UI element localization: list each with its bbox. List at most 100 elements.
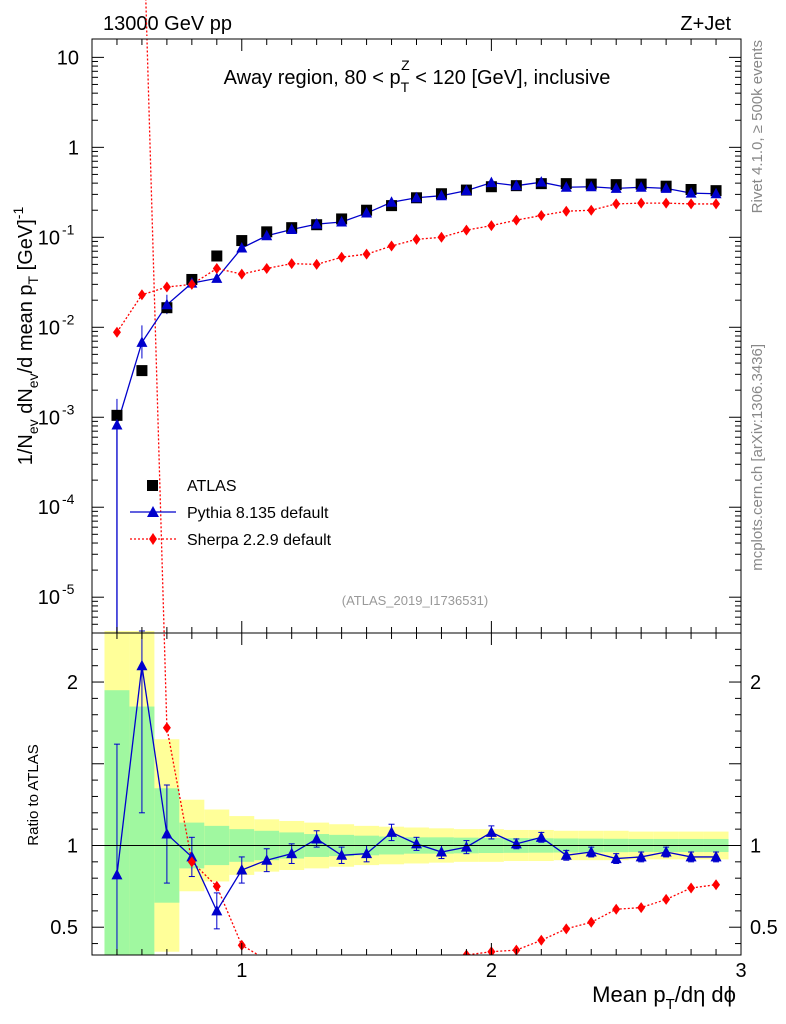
pythia-ratio-point	[111, 868, 123, 880]
y-tick-label: 10	[38, 317, 60, 339]
sherpa-point	[462, 224, 471, 236]
legend: ATLAS Pythia 8.135 default Sherpa 2.2.9 …	[130, 478, 332, 549]
sherpa-ratio-point	[687, 882, 696, 894]
pythia-point	[560, 181, 572, 192]
pythia-point	[535, 176, 547, 187]
pythia-point	[161, 298, 173, 310]
sherpa-point	[712, 198, 721, 210]
atlas-point	[136, 365, 148, 377]
atlas-point	[236, 235, 248, 247]
sherpa-ratio-point	[212, 880, 221, 892]
sherpa-point	[662, 197, 671, 209]
pythia-point	[286, 223, 298, 235]
sherpa-point	[312, 258, 321, 270]
sherpa-point	[112, 326, 121, 338]
ratio-tick-label-right: 0.5	[750, 917, 778, 939]
pythia-point	[460, 184, 472, 196]
sherpa-point	[487, 220, 496, 232]
ratio-tick-label-left: 0.5	[50, 917, 78, 939]
pythia-ratio-point	[286, 847, 298, 859]
sherpa-point	[287, 258, 296, 270]
x-tick-label: 3	[735, 960, 746, 982]
sherpa-point	[537, 209, 546, 221]
analysis-id: (ATLAS_2019_I1736531)	[342, 593, 488, 608]
y-tick-label: 10	[38, 407, 60, 429]
pythia-ratio-point	[386, 826, 398, 837]
x-axis-label: Mean pT/dη dϕ	[592, 982, 736, 1013]
sherpa-point	[262, 263, 271, 275]
pythia-line	[116, 181, 717, 633]
pythia-point	[635, 181, 647, 192]
ratio-tick-label-right: 2	[750, 672, 761, 694]
pythia-point	[261, 229, 273, 241]
ratio-bands	[104, 631, 729, 957]
y-tick-label-exp: -5	[62, 581, 75, 597]
pythia-point	[435, 189, 447, 201]
sherpa-point	[387, 240, 396, 252]
header-left: 13000 GeV pp	[103, 13, 232, 35]
legend-marker-pythia	[147, 506, 159, 517]
pythia-ratio-point	[186, 850, 198, 862]
sherpa-point	[137, 289, 146, 301]
y-tick-label: 10	[57, 47, 79, 69]
sherpa-point	[562, 205, 571, 217]
pythia-ratio-point	[585, 846, 597, 857]
legend-marker-sherpa	[149, 533, 157, 545]
ratio-tick-label-left: 1	[67, 835, 78, 857]
pythia-point	[411, 191, 422, 203]
pythia-ratio-point	[660, 846, 672, 857]
sherpa-ratio-point	[662, 893, 671, 905]
sherpa-line	[116, 202, 717, 333]
sherpa-point	[412, 233, 421, 245]
sherpa-ratio-point	[162, 722, 171, 734]
pythia-ratio-point	[161, 828, 173, 839]
pythia-ratio-point	[361, 847, 373, 859]
pythia-point	[660, 182, 672, 193]
pythia-ratio-point	[535, 831, 547, 842]
sherpa-ratio-point	[187, 856, 196, 868]
y-tick-label-exp: -2	[62, 311, 75, 327]
legend-label-sherpa: Sherpa 2.2.9 default	[187, 532, 332, 549]
sherpa-point	[212, 263, 221, 275]
legend-label-atlas: ATLAS	[187, 478, 237, 495]
ratio-tick-label-right: 1	[750, 835, 761, 857]
sherpa-ratio-point	[612, 903, 621, 915]
pythia-point	[610, 182, 622, 193]
main-curves	[111, 176, 722, 633]
pythia-ratio-point	[311, 832, 323, 844]
ratio-y-axis-label: Ratio to ATLAS	[25, 744, 42, 845]
y-tick-label-exp: -4	[62, 491, 75, 507]
atlas-point	[111, 409, 123, 421]
x-tick-label: 1	[236, 960, 247, 982]
plot-title: Away region, 80 < pTZ < 120 [GeV], inclu…	[224, 57, 611, 95]
sherpa-point	[337, 251, 346, 263]
side-text-bottom-r: mcplots.cern.ch [arXiv:1306.3436]	[749, 344, 766, 571]
pythia-point	[136, 336, 148, 347]
y-tick-label: 10	[38, 587, 60, 609]
pythia-ratio-point	[610, 852, 622, 864]
pythia-ratio-point	[236, 864, 248, 875]
pythia-ratio-point	[336, 849, 348, 860]
pythia-ratio-point	[136, 659, 148, 671]
pythia-point	[211, 272, 223, 283]
sherpa-ratio-point	[587, 916, 596, 928]
sherpa-ratio-point	[637, 902, 646, 914]
pythia-ratio-point	[261, 854, 273, 865]
sherpa-point	[162, 281, 171, 293]
y-axis-label: 1/Nev dNev/d mean pT [GeV]-1	[10, 207, 41, 466]
atlas-point	[211, 250, 223, 262]
legend-marker-atlas	[147, 480, 158, 491]
pythia-point	[510, 179, 522, 191]
pythia-ratio-point	[685, 850, 697, 862]
y-tick-label-exp: -3	[62, 401, 75, 417]
sherpa-point	[362, 248, 371, 260]
pythia-point	[236, 242, 248, 253]
side-text-top-r: Rivet 4.1.0, ≥ 500k events	[749, 40, 766, 213]
pythia-point	[710, 187, 722, 199]
pythia-point	[336, 215, 348, 227]
sherpa-point	[687, 198, 696, 210]
sherpa-ratio-point	[537, 934, 546, 946]
pythia-ratio-point	[560, 849, 572, 860]
